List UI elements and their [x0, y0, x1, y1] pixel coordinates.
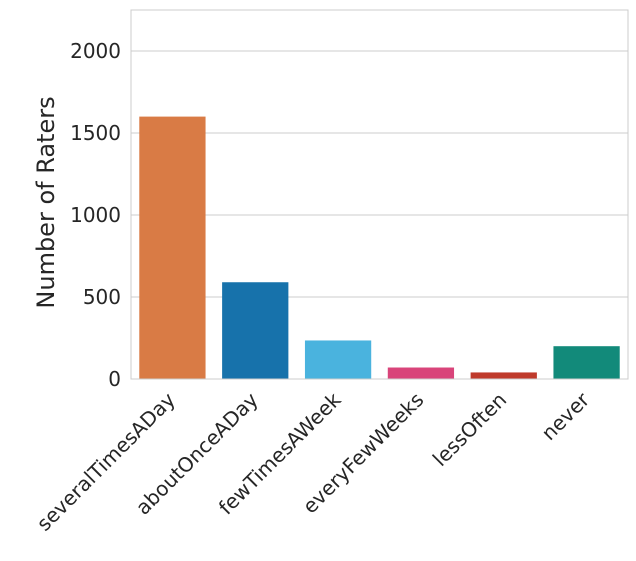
y-axis-title: Number of Raters [32, 96, 60, 308]
x-tick-label-severalTimesADay: severalTimesADay [32, 387, 180, 535]
bar-aboutOnceADay [222, 282, 289, 379]
bar-severalTimesADay [139, 116, 206, 379]
plot-frame [130, 9, 629, 380]
x-tick-label-lessOften: lessOften [428, 388, 511, 471]
bars [139, 116, 620, 379]
y-tick-label: 2000 [70, 39, 121, 63]
bar-everyFewWeeks [387, 367, 455, 379]
bar-lessOften [470, 372, 537, 379]
x-tick-label-never: never [537, 387, 595, 445]
bar-never [553, 346, 620, 379]
y-tick-label: 500 [83, 285, 121, 309]
y-tick-label: 1500 [70, 121, 121, 145]
y-tick-label: 1000 [70, 203, 121, 227]
bar-fewTimesAWeek [304, 340, 372, 379]
y-tick-label: 0 [108, 367, 121, 391]
y-axis-ticks: 0 500 1000 1500 2000 [70, 39, 121, 391]
x-axis-ticks: severalTimesADayaboutOnceADayfewTimesAWe… [32, 387, 595, 536]
